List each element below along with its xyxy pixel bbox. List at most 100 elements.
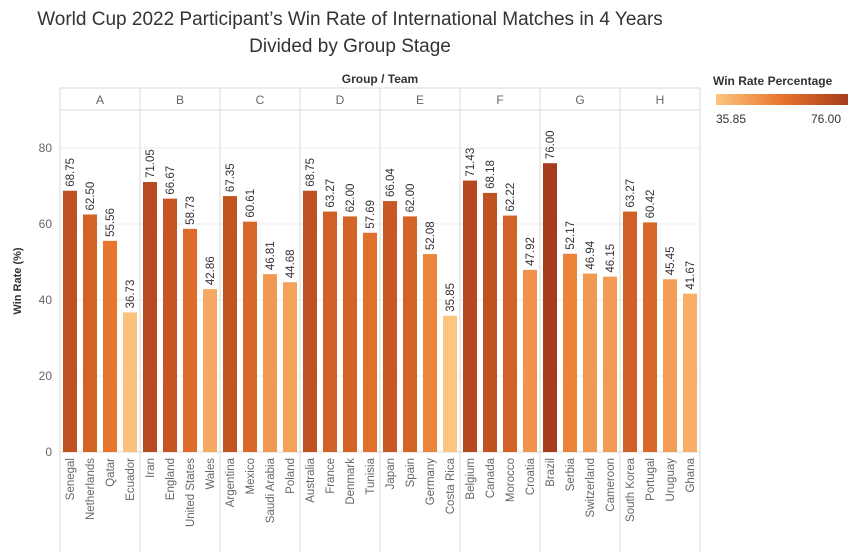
legend-max-label: 76.00 <box>811 112 842 126</box>
bar <box>563 253 577 452</box>
data-label: 62.50 <box>85 182 97 211</box>
data-label: 52.17 <box>565 221 577 250</box>
x-tick-label: Iran <box>145 458 157 478</box>
x-tick-label: Spain <box>405 458 417 487</box>
x-tick-label: Netherlands <box>85 458 97 520</box>
x-tick-label: Cameroon <box>605 458 617 512</box>
x-tick-label: Morocco <box>505 458 517 502</box>
x-tick-label: Canada <box>485 457 497 498</box>
data-label: 67.35 <box>225 163 237 192</box>
data-label: 41.67 <box>685 261 697 290</box>
group-header-c: C <box>256 93 265 107</box>
x-tick-label: Denmark <box>345 458 357 505</box>
x-tick-label: Senegal <box>65 458 77 500</box>
x-tick-label: Ghana <box>685 457 697 492</box>
bar <box>443 315 457 452</box>
data-label: 36.73 <box>125 280 137 309</box>
data-label: 42.86 <box>205 256 217 285</box>
bar <box>543 163 557 452</box>
bar <box>103 240 117 452</box>
data-label: 62.00 <box>345 184 357 213</box>
x-tick-label: Saudi Arabia <box>265 457 277 523</box>
x-tick-label: Brazil <box>545 458 557 487</box>
data-label: 62.22 <box>505 183 517 212</box>
group-header-a: A <box>96 93 104 107</box>
x-tick-label: Qatar <box>105 458 117 487</box>
x-tick-label: France <box>325 458 337 494</box>
bar <box>383 201 397 452</box>
bar <box>643 222 657 452</box>
bar <box>123 312 137 452</box>
x-tick-label: Costa Rica <box>445 457 457 514</box>
bar <box>263 274 277 452</box>
x-tick-label: Tunisia <box>365 457 377 494</box>
y-tick-label: 80 <box>39 141 53 155</box>
legend-title: Win Rate Percentage <box>713 74 833 88</box>
bar <box>323 211 337 452</box>
data-label: 76.00 <box>545 130 557 159</box>
data-label: 63.27 <box>325 179 337 208</box>
data-label: 57.69 <box>365 200 377 229</box>
data-label: 68.18 <box>485 160 497 189</box>
data-label: 68.75 <box>65 158 77 187</box>
data-label: 63.27 <box>625 179 637 208</box>
bar <box>163 198 177 452</box>
x-tick-label: South Korea <box>625 457 637 522</box>
x-tick-label: Uruguay <box>665 458 677 502</box>
group-header-d: D <box>336 93 345 107</box>
chart-title: World Cup 2022 Participant’s Win Rate of… <box>0 6 700 60</box>
bar <box>143 182 157 452</box>
data-label: 35.85 <box>445 283 457 312</box>
group-header-h: H <box>656 93 665 107</box>
y-tick-label: 0 <box>45 445 52 459</box>
x-tick-label: Germany <box>425 458 437 506</box>
bar <box>223 196 237 452</box>
data-label: 62.00 <box>405 184 417 213</box>
data-label: 60.61 <box>245 189 257 218</box>
bar <box>83 214 97 452</box>
x-tick-label: Poland <box>285 458 297 494</box>
bar <box>623 211 637 452</box>
bar <box>283 282 297 452</box>
data-label: 52.08 <box>425 221 437 250</box>
x-tick-label: Portugal <box>645 458 657 501</box>
chart-title-line-2: Divided by Group Stage <box>249 36 451 57</box>
y-tick-label: 20 <box>39 369 53 383</box>
legend-min-label: 35.85 <box>716 112 747 126</box>
data-label: 46.81 <box>265 241 277 270</box>
data-label: 55.56 <box>105 208 117 237</box>
data-label: 60.42 <box>645 190 657 219</box>
y-tick-label: 60 <box>39 217 53 231</box>
data-label: 71.05 <box>145 149 157 178</box>
y-tick-label: 40 <box>39 293 53 307</box>
data-label: 47.92 <box>525 237 537 266</box>
data-label: 45.45 <box>665 247 677 276</box>
bar <box>503 215 517 452</box>
bar <box>483 192 497 452</box>
x-tick-label: Switzerland <box>585 458 597 517</box>
x-tick-label: Wales <box>205 458 217 490</box>
bar <box>343 216 357 452</box>
bar <box>423 254 437 452</box>
x-tick-label: Ecuador <box>125 458 137 501</box>
data-label: 68.75 <box>305 158 317 187</box>
data-label: 46.15 <box>605 244 617 273</box>
group-header-f: F <box>496 93 503 107</box>
bar <box>523 269 537 452</box>
column-header: Group / Team <box>342 72 418 86</box>
data-label: 46.94 <box>585 240 597 269</box>
bar <box>683 293 697 452</box>
bar <box>203 289 217 452</box>
group-header-b: B <box>176 93 184 107</box>
bar <box>63 190 77 452</box>
bar <box>243 221 257 452</box>
group-header-g: G <box>575 93 584 107</box>
bar <box>663 279 677 452</box>
y-axis-title: Win Rate (%) <box>12 247 24 314</box>
x-tick-label: Croatia <box>525 457 537 495</box>
bar <box>603 276 617 452</box>
chart-title-line-1: World Cup 2022 Participant’s Win Rate of… <box>37 9 663 30</box>
legend-color-ramp <box>716 94 848 105</box>
data-label: 58.73 <box>185 196 197 225</box>
